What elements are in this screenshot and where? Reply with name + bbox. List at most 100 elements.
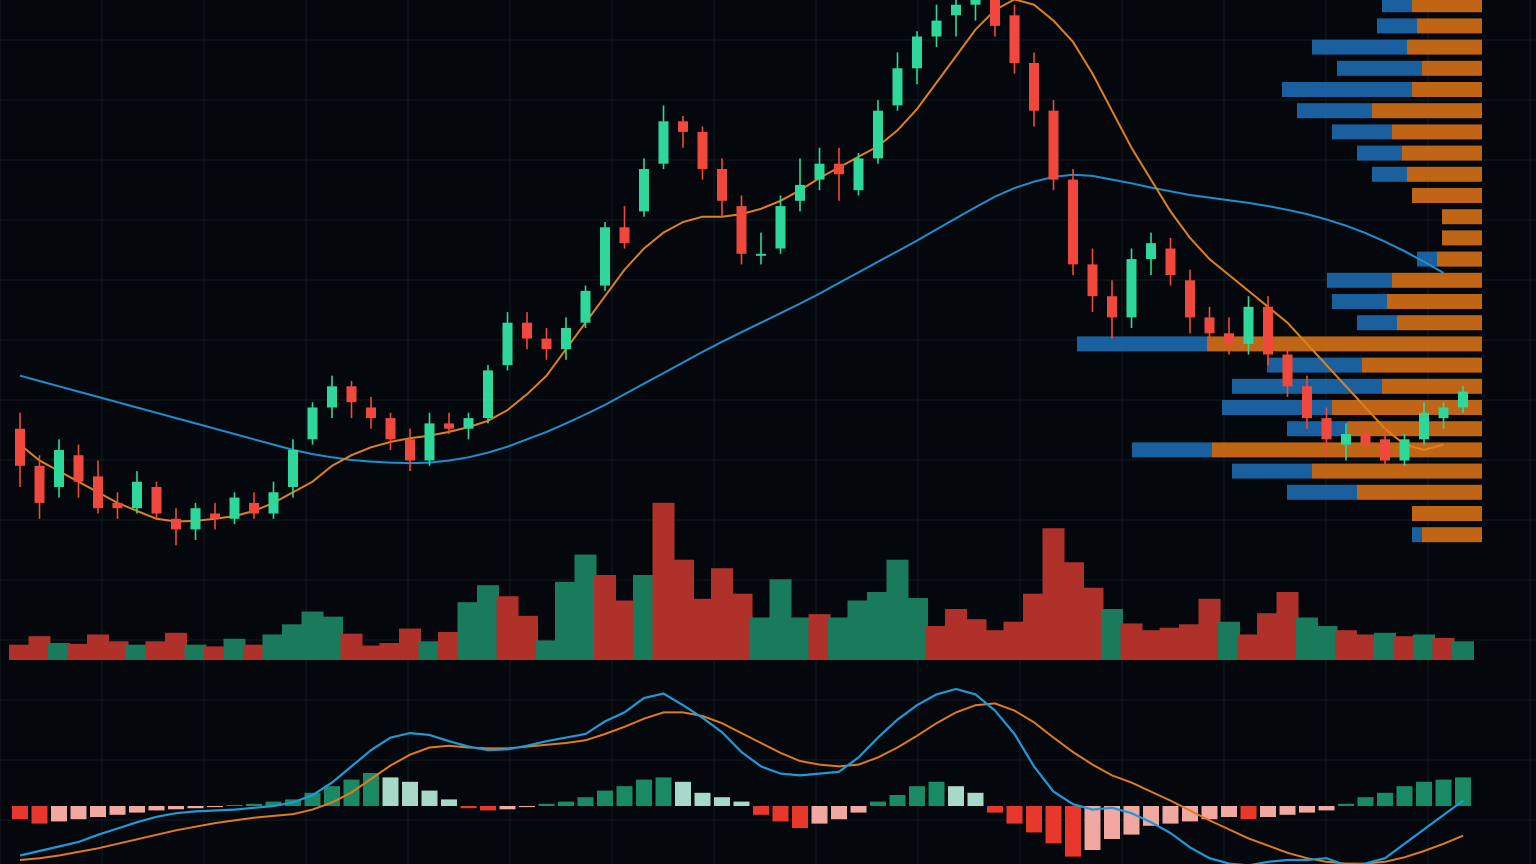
volume-bar: [418, 641, 441, 660]
candlestick: [463, 412, 474, 440]
profile-bar-buy: [1417, 251, 1437, 267]
candlestick: [444, 412, 454, 434]
profile-bar-sell: [1417, 18, 1482, 34]
profile-bar-buy: [1297, 103, 1372, 119]
candle-body: [697, 131, 708, 169]
volume-bar: [886, 559, 909, 660]
candle-body: [678, 121, 688, 132]
candle-body: [405, 439, 415, 461]
volume-bar: [1198, 598, 1221, 660]
candlestick: [951, 0, 961, 37]
candle-body: [1204, 317, 1215, 334]
profile-bar-sell: [1442, 209, 1482, 225]
macd-histogram-bar: [246, 803, 262, 806]
macd-histogram-bar: [1377, 792, 1393, 806]
profile-bar-sell: [1357, 484, 1482, 500]
candle-body: [34, 465, 45, 503]
candle-body: [1419, 412, 1429, 440]
price-candles[interactable]: [15, 0, 1468, 546]
candlestick: [775, 195, 786, 254]
volume-bar: [1237, 634, 1260, 660]
candle-body: [54, 449, 64, 487]
candlestick: [1224, 317, 1234, 355]
candle-body: [619, 227, 630, 244]
profile-bar-sell: [1407, 166, 1482, 182]
candle-body: [814, 163, 825, 180]
volume-bar: [574, 554, 597, 660]
candle-body: [639, 169, 649, 212]
candlestick: [424, 412, 435, 466]
volume-bar: [282, 624, 304, 660]
slow-moving-average-line: [19, 173, 1444, 465]
candle-body: [951, 4, 961, 16]
volume-bar: [106, 641, 129, 660]
volume-bar: [360, 645, 382, 660]
candlestick: [171, 508, 181, 546]
profile-bar-sell: [1437, 251, 1482, 267]
volume-bar: [301, 611, 324, 660]
candle-body: [385, 418, 396, 440]
volume-bar: [691, 598, 714, 660]
volume-bar: [672, 559, 694, 660]
candlestick: [1341, 423, 1351, 461]
candle-body: [658, 121, 669, 164]
candle-body: [366, 407, 376, 419]
volume-bar: [1315, 626, 1338, 660]
profile-bar-sell: [1402, 145, 1482, 161]
profile-bar-sell: [1212, 442, 1482, 458]
macd-histogram-bar: [714, 797, 730, 806]
candlestick: [1282, 343, 1293, 397]
candlestick: [970, 0, 981, 21]
candle-body: [1302, 386, 1312, 419]
volume-profile: [1077, 0, 1482, 543]
macd-histogram-bar: [12, 806, 28, 820]
volume-bar: [984, 630, 1006, 660]
volume-bar: [613, 600, 636, 660]
macd-histogram-bar: [967, 792, 984, 806]
volume-bar: [145, 641, 168, 660]
profile-bar-buy: [1377, 18, 1417, 34]
volume-bar: [535, 640, 558, 660]
profile-bar-sell: [1392, 124, 1482, 140]
profile-bar-buy: [1222, 400, 1332, 415]
macd-histogram-bar: [1435, 779, 1452, 806]
candlestick: [73, 444, 84, 498]
macd-histogram-bar: [480, 806, 496, 811]
candle-body: [834, 163, 844, 175]
candle-body: [112, 502, 123, 509]
candlestick: [15, 412, 25, 487]
candle-body: [931, 20, 942, 37]
macd-histogram-bar: [1221, 806, 1237, 817]
candle-body: [1146, 243, 1156, 260]
macd-histogram-bar: [1162, 806, 1179, 824]
macd-histogram-bar: [51, 806, 67, 822]
volume-bar: [1120, 623, 1143, 660]
candlestick: [1380, 428, 1390, 466]
candlestick: [210, 502, 220, 530]
macd-histogram-bar: [1279, 806, 1296, 815]
volume-bar: [711, 568, 733, 660]
candle-body: [912, 36, 922, 69]
volume-bar: [1432, 637, 1455, 660]
profile-bar-sell: [1312, 463, 1482, 479]
candlestick: [892, 52, 903, 111]
volume-bar: [769, 579, 792, 660]
macd-histogram-bar: [1455, 777, 1471, 806]
candle-body: [717, 169, 727, 201]
profile-bar-sell: [1387, 294, 1482, 309]
profile-bar-sell: [1442, 230, 1482, 246]
macd-histogram-bar: [70, 806, 87, 820]
macd-histogram-bar: [811, 806, 828, 824]
volume-bar: [457, 602, 480, 660]
macd-histogram-bar: [928, 781, 945, 806]
candle-body: [307, 407, 318, 440]
candle-body: [1243, 306, 1254, 344]
macd-histogram-bar: [499, 806, 516, 810]
volume-bar: [48, 643, 70, 660]
profile-bar-sell: [1412, 188, 1482, 203]
volume-bar: [1042, 528, 1065, 660]
candlestick: [1068, 169, 1078, 275]
macd-histogram-bar: [421, 790, 438, 806]
macd-histogram-bar: [129, 806, 145, 813]
